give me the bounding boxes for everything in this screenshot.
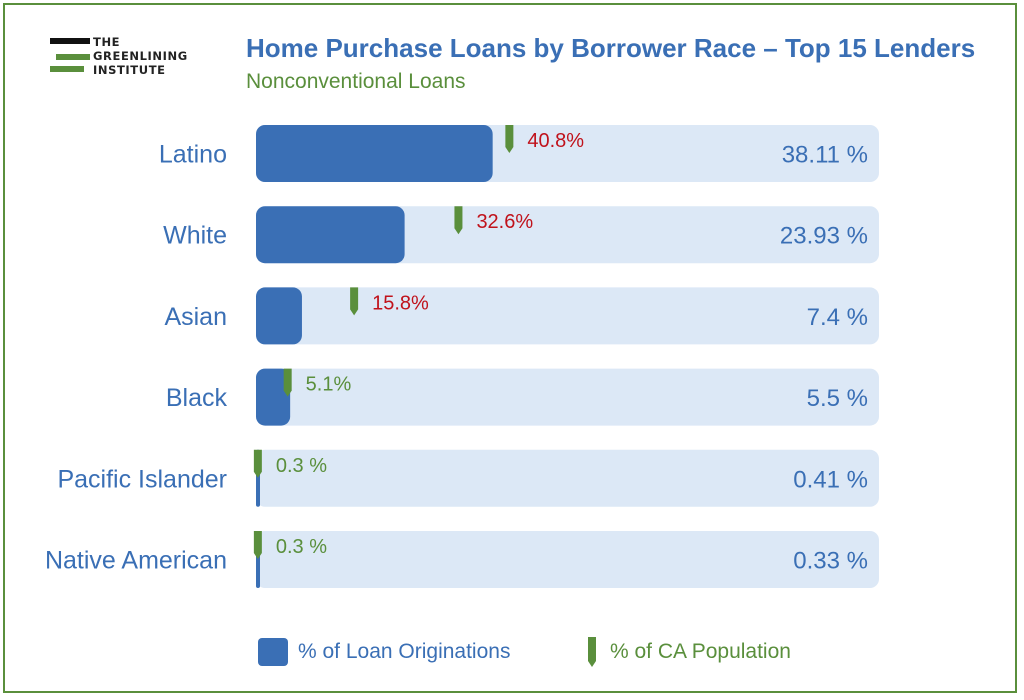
population-label-black: 5.1% <box>306 374 352 396</box>
logo-bar-black <box>50 38 90 44</box>
value-label-asian: 7.4 % <box>807 304 868 331</box>
population-marker-white <box>454 206 463 235</box>
category-label-pacific-islander: Pacific Islander <box>57 465 227 493</box>
logo-bar-green-2 <box>50 66 84 72</box>
population-marker-asian <box>350 287 359 316</box>
bar-track-white <box>256 206 879 264</box>
value-label-white: 23.93 % <box>780 223 868 250</box>
bar-asian <box>256 287 302 345</box>
logo-text-the: THE <box>93 35 121 49</box>
value-label-black: 5.5 % <box>807 385 868 412</box>
value-label-native-american: 0.33 % <box>793 548 868 575</box>
chart-title: Home Purchase Loans by Borrower Race – T… <box>246 33 976 63</box>
greenlining-logo: THE GREENLINING INSTITUTE <box>50 36 210 80</box>
legend-population-marker-icon <box>588 637 596 667</box>
value-label-pacific-islander: 0.41 % <box>793 466 868 493</box>
bar-track-native-american <box>256 531 879 588</box>
population-marker-latino <box>505 125 514 153</box>
bar-track-pacific-islander <box>256 449 879 507</box>
population-label-native-american: 0.3 % <box>276 536 327 558</box>
category-label-white: White <box>163 222 227 250</box>
population-label-white: 32.6% <box>476 211 533 233</box>
logo-bar-green-1 <box>56 54 90 60</box>
bar-latino <box>256 125 493 182</box>
bar-track-asian <box>256 287 879 345</box>
population-label-pacific-islander: 0.3 % <box>276 455 327 477</box>
logo-text-greenlining: GREENLINING <box>93 49 188 63</box>
population-label-latino: 40.8% <box>527 130 584 152</box>
category-label-asian: Asian <box>164 303 227 331</box>
logo-text-institute: INSTITUTE <box>93 63 166 77</box>
bar-white <box>256 206 405 264</box>
population-marker-pacific-islander <box>253 449 262 478</box>
population-marker-black <box>283 368 292 397</box>
legend-loans-label: % of Loan Originations <box>298 640 511 663</box>
legend-population-label: % of CA Population <box>610 640 791 663</box>
category-label-latino: Latino <box>159 141 227 169</box>
value-label-latino: 38.11 % <box>782 142 868 169</box>
population-marker-native-american <box>253 531 262 559</box>
bar-black <box>256 368 291 426</box>
chart-subtitle: Nonconventional Loans <box>246 70 466 93</box>
legend-loans-swatch <box>258 638 288 666</box>
category-label-black: Black <box>166 384 228 412</box>
bar-track-black <box>256 368 879 426</box>
population-label-asian: 15.8% <box>372 292 429 314</box>
category-label-native-american: Native American <box>45 547 227 575</box>
